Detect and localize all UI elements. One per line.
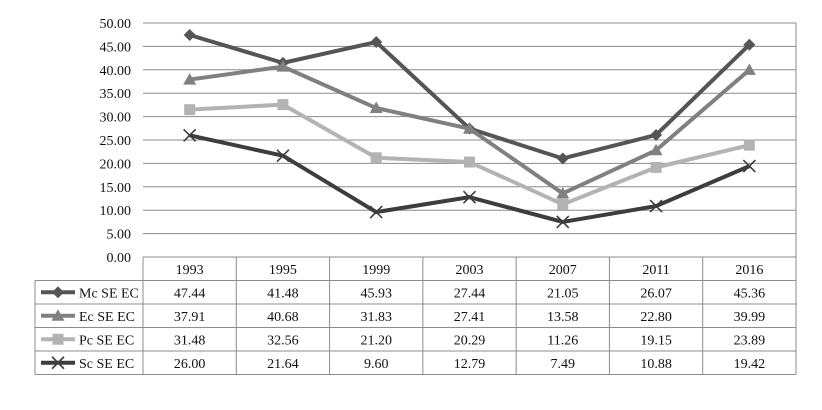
y-tick-label-9: 45.00 xyxy=(100,40,132,55)
legend-key-marker-sc-se-ec xyxy=(51,356,65,370)
gridlines xyxy=(143,22,797,258)
point-sc-se-ec-1995 xyxy=(276,149,290,163)
data-label-sc-se-ec-2007: 7.49 xyxy=(551,357,576,372)
x-tick-label-1995: 1995 xyxy=(269,263,297,278)
y-axis-tick-labels: 0.00 5.00 10.00 15.00 20.00 25.00 30.00 35.00 40… xyxy=(100,17,132,266)
point-pc-se-ec-2011 xyxy=(650,161,662,173)
point-ec-se-ec-2011 xyxy=(649,143,663,156)
data-label-mc-se-ec-1995: 41.48 xyxy=(267,286,299,301)
y-tick-label-6: 30.00 xyxy=(100,111,132,126)
point-pc-se-ec-1995 xyxy=(277,99,289,111)
legend-label-sc-se-ec: Sc SE EC xyxy=(79,357,134,372)
point-pc-se-ec-1999 xyxy=(370,152,382,164)
data-label-mc-se-ec-2003: 27.44 xyxy=(454,286,486,301)
y-tick-label-5: 25.00 xyxy=(100,134,132,149)
data-label-sc-se-ec-2003: 12.79 xyxy=(454,357,486,372)
x-tick-label-2003: 2003 xyxy=(456,263,484,278)
y-tick-label-2: 10.00 xyxy=(100,204,132,219)
x-tick-label-1993: 1993 xyxy=(176,263,204,278)
y-tick-label-7: 35.00 xyxy=(100,87,132,102)
data-label-sc-se-ec-1993: 26.00 xyxy=(174,357,206,372)
data-label-ec-se-ec-1999: 31.83 xyxy=(360,310,392,325)
legend-label-mc-se-ec: Mc SE EC xyxy=(79,286,139,301)
data-label-sc-se-ec-1999: 9.60 xyxy=(364,357,389,372)
point-sc-se-ec-2016 xyxy=(742,159,756,173)
data-label-ec-se-ec-2016: 39.99 xyxy=(734,310,766,325)
data-label-pc-se-ec-1999: 21.20 xyxy=(360,333,392,348)
x-tick-label-2007: 2007 xyxy=(549,263,577,278)
data-label-mc-se-ec-1993: 47.44 xyxy=(174,286,206,301)
data-label-pc-se-ec-2016: 23.89 xyxy=(734,333,766,348)
point-pc-se-ec-2016 xyxy=(743,139,755,151)
x-tick-label-2016: 2016 xyxy=(735,263,763,278)
data-label-ec-se-ec-2007: 13.58 xyxy=(547,310,579,325)
legend-key-marker-mc-se-ec xyxy=(52,286,64,299)
point-ec-se-ec-2003 xyxy=(463,122,476,134)
series-mc-se-ec xyxy=(183,28,756,165)
data-label-pc-se-ec-1995: 32.56 xyxy=(267,333,299,348)
data-label-ec-se-ec-2003: 27.41 xyxy=(454,310,486,325)
legend-key-marker-pc-se-ec xyxy=(52,333,64,345)
series-pc-se-ec xyxy=(184,99,755,210)
data-label-ec-se-ec-2011: 22.80 xyxy=(640,310,672,325)
data-label-sc-se-ec-2016: 19.42 xyxy=(734,357,766,372)
point-sc-se-ec-2011 xyxy=(649,199,663,213)
data-label-mc-se-ec-2011: 26.07 xyxy=(640,286,672,301)
point-pc-se-ec-2003 xyxy=(464,156,475,168)
data-label-mc-se-ec-1999: 45.93 xyxy=(360,286,392,301)
point-mc-se-ec-2011 xyxy=(650,128,663,141)
x-tick-label-1999: 1999 xyxy=(362,263,390,278)
point-sc-se-ec-1993 xyxy=(183,128,197,142)
point-mc-se-ec-2016 xyxy=(743,38,756,51)
data-label-ec-se-ec-1993: 37.91 xyxy=(174,310,206,325)
series-lines xyxy=(183,28,756,229)
legend-label-pc-se-ec: Pc SE EC xyxy=(79,333,134,348)
legend-key-marker-ec-se-ec xyxy=(51,309,65,321)
data-label-sc-se-ec-2011: 10.88 xyxy=(640,357,672,372)
point-ec-se-ec-1999 xyxy=(369,101,383,114)
data-label-mc-se-ec-2007: 21.05 xyxy=(547,286,579,301)
point-ec-se-ec-1993 xyxy=(183,73,197,85)
y-tick-label-3: 15.00 xyxy=(100,181,132,196)
data-label-ec-se-ec-1995: 40.68 xyxy=(267,310,299,325)
point-mc-se-ec-2007 xyxy=(556,152,569,165)
y-tick-label-10: 50.00 xyxy=(100,17,132,32)
data-label-pc-se-ec-2011: 19.15 xyxy=(640,333,672,348)
series-sc-se-ec xyxy=(183,128,756,229)
series-line-sc-se-ec xyxy=(189,133,751,224)
point-pc-se-ec-1993 xyxy=(184,104,196,116)
point-sc-se-ec-1999 xyxy=(369,205,383,219)
point-ec-se-ec-2016 xyxy=(742,63,756,75)
y-tick-label-1: 5.00 xyxy=(107,228,132,243)
series-ec-se-ec xyxy=(183,60,756,199)
point-pc-se-ec-2007 xyxy=(557,198,569,210)
point-ec-se-ec-2007 xyxy=(556,186,570,199)
legend-label-ec-se-ec: Ec SE EC xyxy=(79,310,135,325)
data-label-sc-se-ec-1995: 21.64 xyxy=(267,357,299,372)
y-tick-label-0: 0.00 xyxy=(107,251,132,266)
data-label-pc-se-ec-1993: 31.48 xyxy=(174,333,206,348)
point-mc-se-ec-1993 xyxy=(183,28,196,41)
y-tick-label-4: 20.00 xyxy=(100,157,132,172)
point-mc-se-ec-1999 xyxy=(370,36,383,49)
data-table: 1993 1995 1999 2003 2007 2011 2016 Mc SE EC 47.4… xyxy=(34,257,797,375)
y-tick-label-8: 40.00 xyxy=(100,64,132,79)
data-label-mc-se-ec-2016: 45.36 xyxy=(734,286,766,301)
point-sc-se-ec-2007 xyxy=(556,215,570,229)
point-ec-se-ec-1995 xyxy=(276,60,290,72)
x-tick-label-2011: 2011 xyxy=(642,263,669,278)
data-label-pc-se-ec-2007: 11.26 xyxy=(547,333,578,348)
point-sc-se-ec-2003 xyxy=(462,190,477,204)
data-label-pc-se-ec-2003: 20.29 xyxy=(454,333,486,348)
